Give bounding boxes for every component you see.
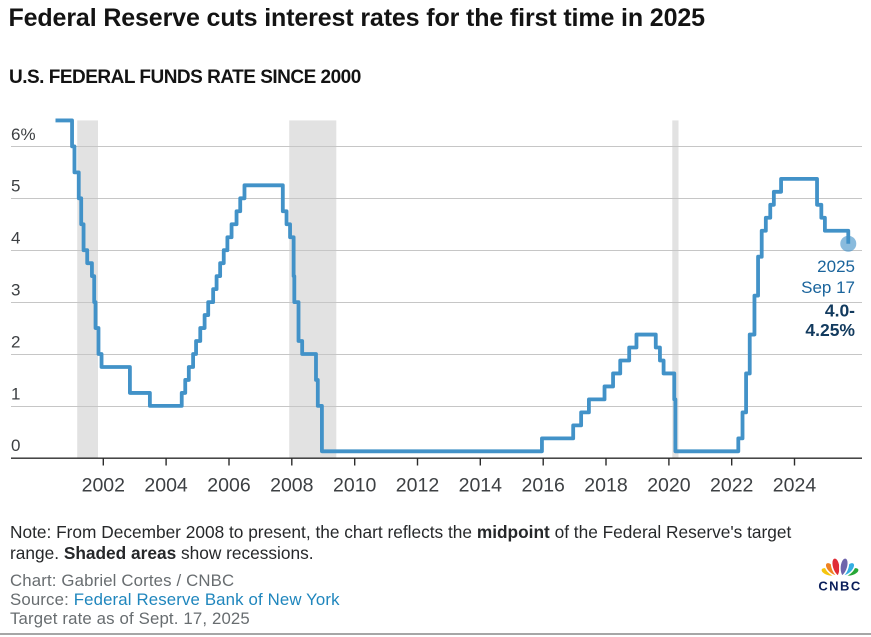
svg-text:2: 2 xyxy=(11,332,20,351)
svg-text:2018: 2018 xyxy=(584,474,627,496)
svg-text:5: 5 xyxy=(11,177,20,196)
svg-text:2002: 2002 xyxy=(82,474,125,496)
svg-text:2016: 2016 xyxy=(522,474,565,496)
svg-text:4.0-: 4.0- xyxy=(825,300,855,320)
svg-text:Sep 17: Sep 17 xyxy=(801,278,855,297)
svg-text:2012: 2012 xyxy=(396,474,439,496)
svg-text:2006: 2006 xyxy=(207,474,250,496)
svg-text:3: 3 xyxy=(11,281,20,300)
svg-text:6%: 6% xyxy=(11,125,36,144)
svg-text:4.25%: 4.25% xyxy=(805,320,855,340)
svg-text:2025: 2025 xyxy=(817,257,855,276)
svg-text:2020: 2020 xyxy=(647,474,691,496)
svg-text:4: 4 xyxy=(11,229,20,248)
svg-text:1: 1 xyxy=(11,384,20,403)
svg-text:2024: 2024 xyxy=(773,474,817,496)
svg-text:2022: 2022 xyxy=(710,474,753,496)
svg-text:2004: 2004 xyxy=(144,474,188,496)
svg-text:2008: 2008 xyxy=(270,474,313,496)
svg-text:2010: 2010 xyxy=(333,474,377,496)
svg-text:0: 0 xyxy=(11,436,20,455)
svg-text:2014: 2014 xyxy=(459,474,503,496)
svg-text:CNBC: CNBC xyxy=(818,578,861,593)
